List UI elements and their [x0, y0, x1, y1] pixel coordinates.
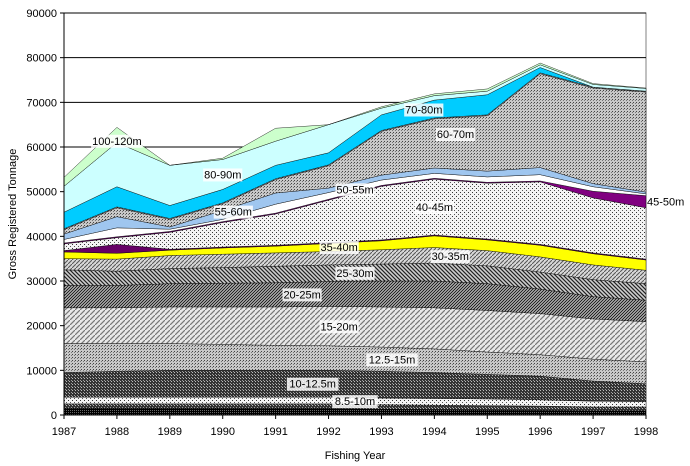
series-label-bg	[213, 205, 253, 219]
x-tick-label: 1989	[158, 426, 182, 438]
y-tick-label: 10000	[26, 365, 57, 377]
series-label: 70-80m	[405, 105, 442, 117]
series-label: 100-120m	[92, 136, 142, 148]
x-tick-labels: 1987 1988 1989 1990 1991 1992 1993 1994 1995 1996…	[52, 415, 658, 438]
x-tick-label: 1995	[475, 426, 499, 438]
series-label-bg	[203, 168, 243, 182]
series-label: 12.5-15m	[369, 354, 415, 366]
y-tick-label: 0	[51, 410, 57, 422]
x-tick-label: 1997	[581, 426, 605, 438]
y-tick-labels: 0 10000 20000 30000 40000 50000 60000 70000 8000…	[26, 8, 64, 422]
series-label: 15-20m	[320, 321, 357, 333]
y-axis-title: Gross Registered Tonnage	[7, 149, 19, 280]
x-tick-label: 1987	[52, 426, 76, 438]
y-tick-label: 30000	[26, 276, 57, 288]
x-tick-label: 1993	[369, 426, 393, 438]
x-tick-label: 1998	[634, 426, 658, 438]
series-label-bg	[404, 103, 444, 117]
series-label-bg	[319, 320, 359, 334]
series-label-bg	[332, 395, 378, 409]
series-label: 60-70m	[437, 129, 474, 141]
series-label-bg	[319, 241, 359, 255]
y-tick-label: 40000	[26, 231, 57, 243]
series-label: 50-55m	[336, 184, 373, 196]
x-tick-label: 1988	[105, 426, 129, 438]
series-label: 45-50m	[647, 197, 684, 209]
series-label-bg	[414, 201, 454, 215]
series-label-bg	[366, 353, 418, 367]
y-tick-label: 60000	[26, 142, 57, 154]
series-label: 8.5-10m	[335, 396, 375, 408]
y-tick-label: 70000	[26, 97, 57, 109]
y-tick-label: 20000	[26, 321, 57, 333]
x-tick-label: 1991	[263, 426, 287, 438]
series-label-bg	[91, 134, 143, 148]
x-tick-label: 1994	[422, 426, 446, 438]
series-label-bg	[282, 288, 322, 302]
series-label-bg	[647, 195, 687, 209]
series-label-bg	[286, 377, 339, 391]
series-label-bg	[435, 128, 476, 142]
area-series	[63, 62, 647, 187]
x-tick-label: 1996	[528, 426, 552, 438]
series-label: 30-35m	[432, 251, 469, 263]
y-tick-label: 90000	[26, 8, 57, 20]
series-label-bg	[430, 250, 470, 264]
x-axis-title: Fishing Year	[325, 450, 386, 462]
series-label: 55-60m	[215, 207, 252, 219]
axes	[63, 13, 646, 416]
series-label: 35-40m	[320, 242, 357, 254]
x-tick-label: 1990	[210, 426, 234, 438]
series-label-bg	[335, 183, 375, 197]
series-label: 25-30m	[336, 268, 373, 280]
series-label: 40-45m	[416, 202, 453, 214]
x-tick-label: 1992	[316, 426, 340, 438]
series-label-bg	[335, 266, 375, 280]
series-label: 80-90m	[204, 169, 241, 181]
series-label: 10-12.5m	[289, 379, 335, 391]
series-label: 20-25m	[283, 289, 320, 301]
y-tick-label: 80000	[26, 53, 57, 65]
y-tick-label: 50000	[26, 187, 57, 199]
